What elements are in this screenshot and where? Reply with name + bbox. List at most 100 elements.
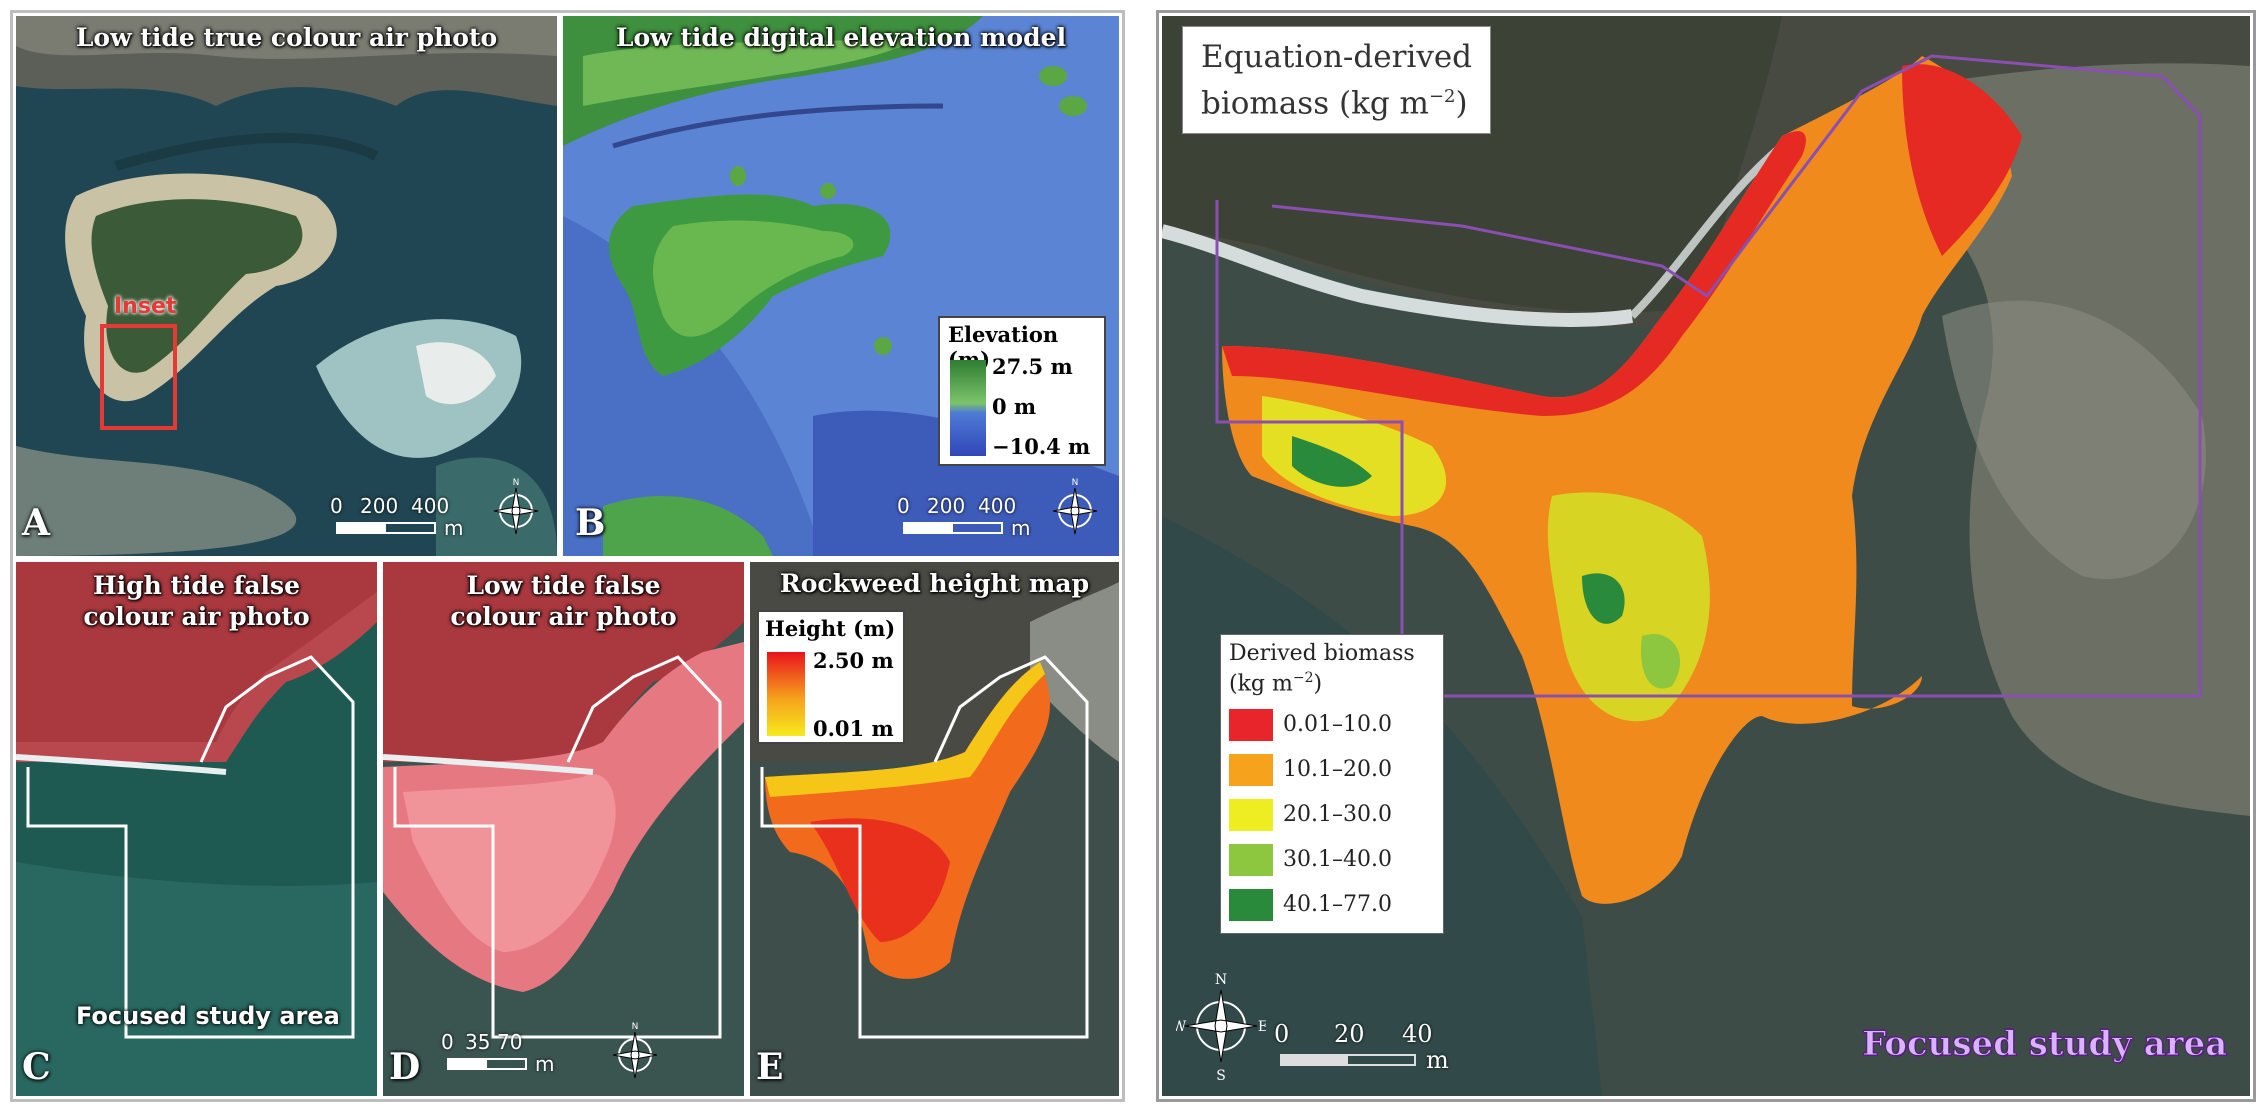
panel-b-elevation-model: Low tide digital elevation model Elevati… xyxy=(563,16,1119,556)
legend-label: 10.1–20.0 xyxy=(1283,757,1392,783)
biomass-map-title: Equation-derived biomass (kg m−2) xyxy=(1182,26,1492,135)
scale-unit: m xyxy=(1011,516,1031,540)
compass-n: N xyxy=(1215,972,1227,988)
focused-study-area-label: Focused study area xyxy=(1861,1024,2228,1065)
svg-text:N: N xyxy=(513,478,520,488)
height-color-ramp xyxy=(767,652,805,736)
height-max-label: 2.50 m xyxy=(813,648,894,673)
panel-c-letter: C xyxy=(22,1046,51,1088)
scale-tick: 0 xyxy=(1274,1020,1290,1048)
scale-tick: 40 xyxy=(1402,1020,1433,1048)
panel-a-title: Low tide true colour air photo xyxy=(75,23,498,52)
title-line: colour air photo xyxy=(450,602,677,631)
legend-swatch xyxy=(1229,888,1273,921)
scale-tick: 35 xyxy=(465,1030,491,1054)
panel-a-true-colour-photo: Low tide true colour air photo Inset A 0… xyxy=(16,16,557,556)
biomass-map-panel: Equation-derived biomass (kg m−2) Derive… xyxy=(1162,16,2250,1096)
svg-text:N: N xyxy=(632,1022,639,1032)
title-line: biomass (kg m−2) xyxy=(1201,77,1472,123)
svg-text:N: N xyxy=(1072,478,1079,488)
panel-b-title: Low tide digital elevation model xyxy=(615,23,1067,52)
compass-e: E xyxy=(1258,1019,1266,1035)
biomass-scale-bar: 0 20 40 m xyxy=(1274,1020,1480,1080)
scale-tick: 200 xyxy=(927,494,966,518)
legend-title-text: ) xyxy=(1313,671,1323,697)
scale-tick: 0 xyxy=(441,1030,454,1054)
scale-tick: 200 xyxy=(360,494,399,518)
scale-tick: 0 xyxy=(330,494,343,518)
scale-unit: m xyxy=(1426,1046,1449,1074)
compass-rose-icon: N S W E xyxy=(1176,970,1266,1082)
compass-rose-icon: N xyxy=(1045,476,1105,546)
biomass-legend-title: Derived biomass (kg m−2) xyxy=(1221,635,1443,696)
panel-b-scale-bar: 0 200 400 m xyxy=(897,494,1053,544)
left-figure-frame xyxy=(10,10,1125,1102)
biomass-legend: Derived biomass (kg m−2) 0.01–10.0 10.1–… xyxy=(1220,634,1444,934)
compass-w: W xyxy=(1176,1019,1187,1035)
focused-study-area-caption: Focused study area xyxy=(76,1002,340,1030)
scale-tick: 70 xyxy=(497,1030,523,1054)
legend-title-line: (kg m−2) xyxy=(1229,666,1435,696)
legend-swatch xyxy=(1229,708,1273,741)
compass-s: S xyxy=(1216,1068,1226,1082)
scale-unit: m xyxy=(444,516,464,540)
legend-title-superscript: −2 xyxy=(1292,670,1314,686)
panel-e-map xyxy=(750,562,1119,1096)
panel-a-scale-bar: 0 200 400 m xyxy=(330,494,486,544)
legend-item-class-5: 40.1–77.0 xyxy=(1221,882,1443,927)
panel-d-low-tide-false-colour: Low tide false colour air photo D 0 35 70… xyxy=(383,562,744,1096)
panel-e-letter: E xyxy=(756,1046,784,1088)
legend-label: 0.01–10.0 xyxy=(1283,712,1392,738)
scale-tick: 20 xyxy=(1334,1020,1365,1048)
elevation-legend: Elevation (m) 27.5 m 0 m −10.4 m xyxy=(938,316,1106,466)
panel-e-title: Rockweed height map xyxy=(779,569,1090,598)
title-line: Low tide false xyxy=(466,571,661,600)
height-min-label: 0.01 m xyxy=(813,716,894,741)
height-legend-title: Height (m) xyxy=(765,616,896,641)
scale-tick: 400 xyxy=(411,494,450,518)
panel-a-map xyxy=(16,16,557,556)
legend-swatch xyxy=(1229,798,1273,831)
title-line: Equation-derived xyxy=(1201,39,1473,75)
panel-c-map xyxy=(16,562,377,1096)
panel-d-map xyxy=(383,562,744,1096)
legend-label: 40.1–77.0 xyxy=(1283,892,1392,918)
panel-c-high-tide-false-colour: High tide false colour air photo Focused … xyxy=(16,562,377,1096)
legend-item-class-2: 10.1–20.0 xyxy=(1221,747,1443,792)
scale-unit: m xyxy=(535,1052,555,1076)
panel-c-title: High tide false colour air photo xyxy=(16,570,377,632)
inset-rectangle xyxy=(100,324,177,430)
right-figure-frame xyxy=(1156,10,2256,1102)
compass-rose-icon: N xyxy=(486,476,546,546)
panel-e-rockweed-height-map: Rockweed height map Height (m) 2.50 m 0.… xyxy=(750,562,1119,1096)
legend-label: 20.1–30.0 xyxy=(1283,802,1392,828)
inset-label: Inset xyxy=(114,294,177,319)
scale-tick: 0 xyxy=(897,494,910,518)
legend-item-class-4: 30.1–40.0 xyxy=(1221,837,1443,882)
title-line: colour air photo xyxy=(83,602,310,631)
title-text: ) xyxy=(1455,85,1468,122)
panel-a-letter: A xyxy=(22,502,50,544)
elevation-min-label: −10.4 m xyxy=(992,434,1091,459)
legend-title-line: Derived biomass xyxy=(1229,641,1415,666)
panel-d-letter: D xyxy=(389,1046,421,1088)
legend-swatch xyxy=(1229,843,1273,876)
legend-item-class-3: 20.1–30.0 xyxy=(1221,792,1443,837)
legend-item-class-1: 0.01–10.0 xyxy=(1221,702,1443,747)
legend-label: 30.1–40.0 xyxy=(1283,847,1392,873)
title-superscript: −2 xyxy=(1428,86,1456,107)
legend-swatch xyxy=(1229,753,1273,786)
biomass-map xyxy=(1162,16,2250,1096)
legend-title-text: (kg m xyxy=(1229,671,1293,697)
panel-b-letter: B xyxy=(575,502,606,544)
elevation-zero-label: 0 m xyxy=(992,394,1037,419)
panel-d-title: Low tide false colour air photo xyxy=(383,570,744,632)
title-text: biomass (kg m xyxy=(1201,85,1429,122)
panel-b-map xyxy=(563,16,1119,556)
title-line: High tide false xyxy=(92,571,301,600)
compass-rose-icon: N xyxy=(605,1020,665,1090)
height-legend: Height (m) 2.50 m 0.01 m xyxy=(757,610,905,744)
elevation-color-ramp xyxy=(950,360,986,456)
panel-d-scale-bar: 0 35 70 m xyxy=(441,1030,597,1080)
elevation-max-label: 27.5 m xyxy=(992,354,1073,379)
